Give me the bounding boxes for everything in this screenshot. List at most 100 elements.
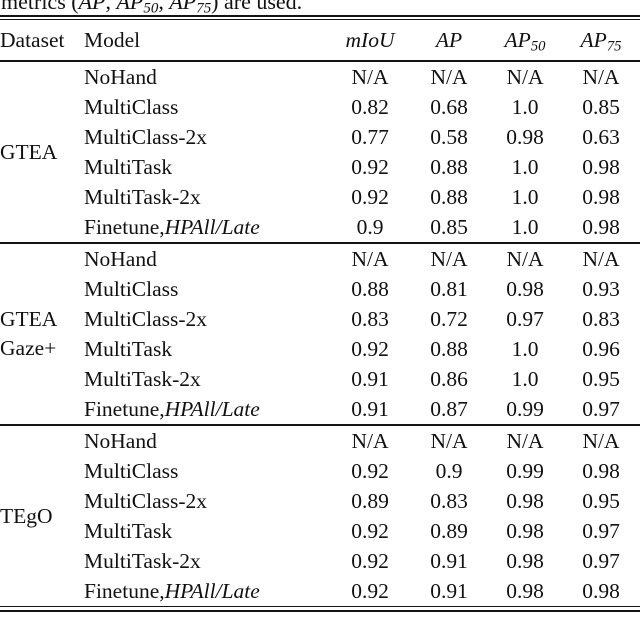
table-top-rule bbox=[0, 15, 640, 21]
ap-value: 0.86 bbox=[430, 366, 468, 391]
miou-value: 0.92 bbox=[351, 184, 389, 209]
model-cell: NoHand bbox=[84, 64, 157, 89]
column-header-ap50: AP50 bbox=[488, 20, 562, 63]
column-header-miou: mIoU bbox=[330, 20, 410, 63]
model-cell: MultiTask bbox=[84, 518, 173, 543]
caption-text: metrics ( bbox=[1, 0, 79, 14]
ap50-value: 1.0 bbox=[511, 184, 539, 209]
ap50-value: 0.98 bbox=[506, 124, 544, 149]
table-row: MultiClass-2x 0.83 0.72 0.97 0.83 bbox=[0, 304, 640, 334]
ap50-value: N/A bbox=[488, 424, 562, 457]
ap75-value: 0.98 bbox=[582, 458, 620, 483]
miou-value: 0.92 bbox=[351, 548, 389, 573]
model-cell: NoHand bbox=[84, 242, 330, 275]
miou-value: 0.83 bbox=[351, 306, 389, 331]
model-cell: MultiTask-2x bbox=[84, 184, 201, 209]
ap50-value: N/A bbox=[506, 64, 544, 89]
ap50-value: 0.98 bbox=[506, 488, 544, 513]
ap50-value: 0.99 bbox=[506, 458, 544, 483]
ap-value: N/A bbox=[410, 424, 488, 457]
ap50-value: 1.0 bbox=[511, 94, 539, 119]
caption-math-ap50: AP50 bbox=[116, 0, 159, 14]
group-gtea: GTEA NoHand N/A N/A N/A N/A MultiClass 0… bbox=[0, 61, 640, 243]
ap50-value: 1.0 bbox=[511, 336, 539, 361]
column-header-dataset: Dataset bbox=[0, 20, 84, 63]
miou-value: 0.92 bbox=[351, 154, 389, 179]
miou-value: N/A bbox=[330, 242, 410, 275]
results-table: Dataset Model mIoU AP AP50 AP75 GTEA NoH… bbox=[0, 20, 640, 607]
caption-text: , bbox=[158, 0, 170, 14]
caption-math-ap: AP bbox=[78, 0, 106, 14]
table-row: MultiTask-2x 0.92 0.88 1.0 0.98 bbox=[0, 182, 640, 212]
ap-value: 0.81 bbox=[430, 276, 468, 301]
caption-text: ) are used. bbox=[211, 0, 303, 14]
miou-value: 0.88 bbox=[351, 276, 389, 301]
table-row: Finetune,HPAll/Late 0.9 0.85 1.0 0.98 bbox=[0, 212, 640, 243]
ap75-value: 0.98 bbox=[582, 214, 620, 239]
ap75-value: 0.98 bbox=[582, 154, 620, 179]
ap-value: 0.87 bbox=[430, 396, 468, 421]
ap75-value: 0.83 bbox=[582, 306, 620, 331]
ap75-value: N/A bbox=[582, 64, 620, 89]
table-caption: metrics (AP, AP50, AP75) are used. bbox=[1, 0, 640, 14]
model-cell: MultiClass bbox=[84, 458, 179, 483]
ap50-value: 0.98 bbox=[506, 578, 544, 603]
model-cell: MultiClass-2x bbox=[84, 124, 208, 149]
ap-value: 0.91 bbox=[430, 548, 468, 573]
table-row: GTEA NoHand N/A N/A N/A N/A bbox=[0, 61, 640, 164]
group-tego: TEgO NoHand N/A N/A N/A N/A MultiClass 0… bbox=[0, 424, 640, 607]
ap-value: 0.83 bbox=[430, 488, 468, 513]
ap-value: 0.91 bbox=[430, 578, 468, 603]
ap-value: 0.68 bbox=[430, 94, 468, 119]
table-row: MultiTask-2x 0.92 0.91 0.98 0.97 bbox=[0, 546, 640, 576]
miou-value: 0.82 bbox=[351, 94, 389, 119]
table-row: MultiTask 0.92 0.88 1.0 0.98 bbox=[0, 152, 640, 182]
miou-value: N/A bbox=[351, 64, 389, 89]
ap75-value: N/A bbox=[562, 424, 640, 457]
ap-value: 0.88 bbox=[430, 184, 468, 209]
ap75-value: 0.96 bbox=[582, 336, 620, 361]
table-row: MultiClass 0.82 0.68 1.0 0.85 bbox=[0, 92, 640, 122]
ap50-value: 1.0 bbox=[511, 214, 539, 239]
table-row: MultiClass 0.88 0.81 0.98 0.93 bbox=[0, 274, 640, 304]
miou-value: 0.92 bbox=[351, 578, 389, 603]
ap-value: 0.89 bbox=[430, 518, 468, 543]
model-cell: Finetune,HPAll/Late bbox=[84, 396, 260, 421]
ap-value: 0.88 bbox=[430, 336, 468, 361]
table-header: Dataset Model mIoU AP AP50 AP75 bbox=[0, 20, 640, 63]
caption-text: , bbox=[105, 0, 117, 14]
ap50-value: 1.0 bbox=[511, 366, 539, 391]
column-header-ap: AP bbox=[410, 20, 488, 63]
model-cell: Finetune,HPAll/Late bbox=[84, 578, 260, 603]
model-cell: MultiTask-2x bbox=[84, 366, 201, 391]
table-row: MultiTask-2x 0.91 0.86 1.0 0.95 bbox=[0, 364, 640, 394]
ap75-value: N/A bbox=[562, 242, 640, 275]
table-row: MultiClass-2x 0.77 0.58 0.98 0.63 bbox=[0, 122, 640, 152]
table-row: MultiTask 0.92 0.88 1.0 0.96 bbox=[0, 334, 640, 364]
miou-value: N/A bbox=[330, 424, 410, 457]
miou-value: 0.89 bbox=[351, 488, 389, 513]
header-row: Dataset Model mIoU AP AP50 AP75 bbox=[0, 20, 640, 63]
ap50-value: 1.0 bbox=[511, 154, 539, 179]
dataset-label: TEgO bbox=[0, 424, 84, 607]
group-gtea-gaze: GTEA Gaze+ NoHand N/A N/A N/A N/A MultiCl… bbox=[0, 242, 640, 426]
caption-clip: metrics (AP, AP50, AP75) are used. bbox=[0, 0, 640, 14]
table-bottom-rule bbox=[0, 606, 640, 612]
ap75-value: 0.98 bbox=[582, 184, 620, 209]
miou-value: 0.77 bbox=[351, 124, 389, 149]
ap50-value: 0.99 bbox=[506, 396, 544, 421]
table-row: MultiTask 0.92 0.89 0.98 0.97 bbox=[0, 516, 640, 546]
model-cell: MultiTask-2x bbox=[84, 548, 201, 573]
ap50-value: 0.98 bbox=[506, 518, 544, 543]
table-row: GTEA Gaze+ NoHand N/A N/A N/A N/A bbox=[0, 242, 640, 426]
ap-value: 0.88 bbox=[430, 154, 468, 179]
model-cell: MultiClass-2x bbox=[84, 306, 208, 331]
ap75-value: 0.98 bbox=[582, 578, 620, 603]
model-cell: MultiClass bbox=[84, 94, 179, 119]
caption-math-ap75: AP75 bbox=[169, 0, 212, 14]
model-cell: MultiTask bbox=[84, 336, 173, 361]
ap50-value: 0.98 bbox=[506, 548, 544, 573]
miou-value: 0.91 bbox=[351, 396, 389, 421]
ap-value: 0.9 bbox=[435, 458, 463, 483]
